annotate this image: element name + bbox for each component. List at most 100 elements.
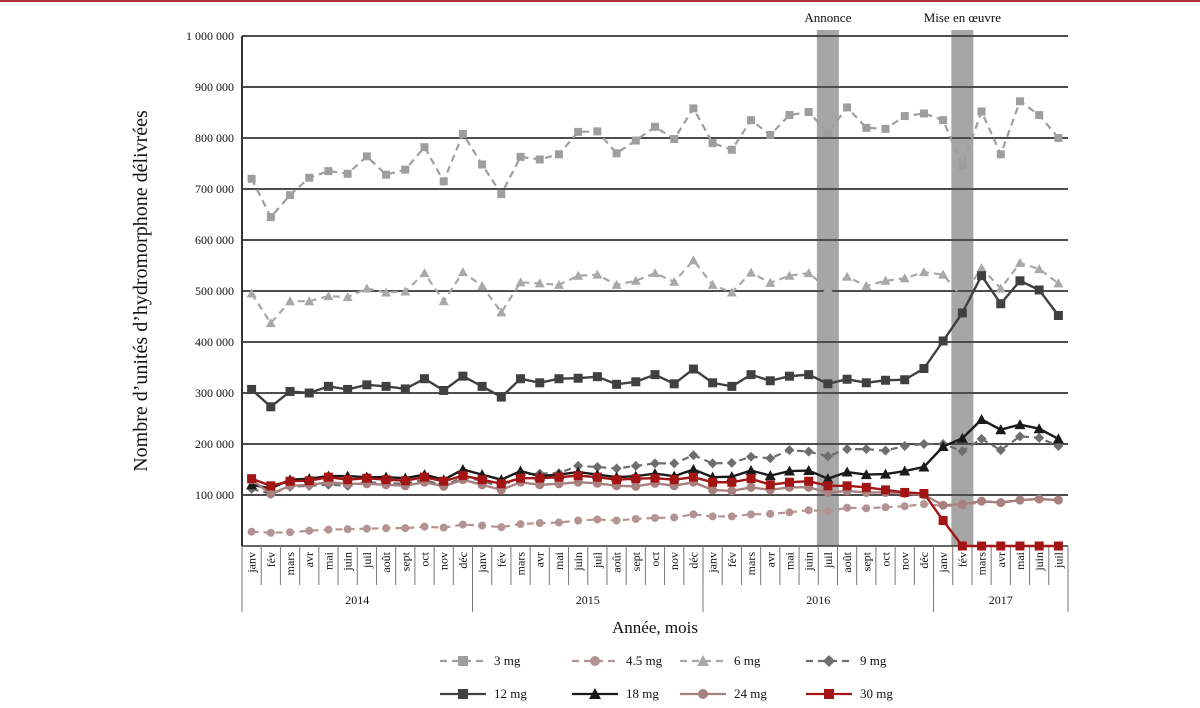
data-point [862, 123, 871, 132]
data-point [919, 500, 928, 509]
year-label: 2016 [806, 593, 830, 607]
data-point [650, 458, 660, 469]
data-point [938, 500, 948, 510]
data-point [823, 481, 833, 491]
data-point [246, 479, 258, 490]
data-point [631, 474, 641, 484]
data-point [515, 277, 526, 287]
data-point [650, 473, 660, 483]
annotation-label: Annonce [804, 10, 851, 25]
data-point [822, 473, 834, 484]
data-point [1015, 97, 1024, 106]
data-point [803, 268, 814, 278]
month-label: déc [917, 552, 931, 569]
data-point [438, 296, 449, 306]
month-label: juin [571, 552, 585, 572]
data-point [803, 446, 814, 457]
data-point [400, 286, 411, 296]
year-label: 2015 [576, 593, 600, 607]
data-point [689, 104, 698, 113]
month-label: déc [456, 552, 470, 569]
month-label: fév [725, 552, 739, 567]
data-point [516, 473, 526, 483]
data-point [727, 145, 736, 154]
data-point [419, 472, 429, 482]
data-point [881, 124, 890, 133]
y-tick-label: 400 000 [195, 335, 234, 349]
data-point [650, 370, 660, 380]
data-point [323, 291, 334, 301]
data-point [900, 375, 910, 385]
data-point [881, 485, 891, 495]
data-point [670, 135, 679, 144]
data-point [362, 473, 372, 483]
data-point [938, 516, 948, 525]
data-point [842, 481, 852, 491]
data-point [1034, 285, 1044, 295]
data-point [361, 283, 372, 293]
month-label: mars [283, 552, 297, 576]
data-point [747, 116, 756, 125]
data-point [766, 509, 775, 518]
data-point [286, 528, 295, 537]
month-label: oct [648, 551, 662, 566]
data-point [1053, 441, 1064, 452]
month-label: juin [1032, 552, 1046, 572]
month-label: nov [898, 552, 912, 570]
month-label: avr [763, 552, 777, 567]
data-point [631, 136, 640, 145]
month-label: avr [533, 552, 547, 567]
data-point [419, 374, 429, 384]
data-point [343, 475, 353, 485]
data-point [651, 513, 659, 522]
data-point [860, 469, 872, 480]
legend-label: 4.5 mg [626, 653, 663, 668]
data-point [382, 524, 391, 533]
data-point [1015, 495, 1025, 505]
data-point [862, 504, 871, 513]
data-point [1034, 494, 1044, 504]
data-point [401, 165, 410, 174]
data-point [899, 465, 911, 476]
month-label: août [840, 551, 854, 572]
data-point [669, 379, 679, 389]
data-point [996, 498, 1006, 508]
series-line [250, 99, 1060, 220]
y-tick-label: 500 000 [195, 284, 234, 298]
data-point [496, 307, 507, 317]
data-point [612, 149, 621, 158]
month-label: mai [1013, 551, 1027, 570]
legend-label: 24 mg [734, 686, 767, 701]
data-point [765, 480, 775, 490]
legend-marker [697, 655, 709, 666]
data-point [630, 275, 641, 285]
data-point [861, 378, 871, 388]
data-point [324, 525, 333, 534]
data-point [900, 487, 910, 497]
data-point [612, 379, 622, 389]
data-point [996, 150, 1005, 159]
data-point [266, 489, 276, 499]
data-point [843, 103, 852, 112]
data-point [784, 270, 795, 280]
data-point [727, 381, 737, 391]
y-tick-label: 600 000 [195, 233, 234, 247]
data-point [554, 374, 564, 384]
data-point [842, 374, 852, 384]
month-label: déc [686, 552, 700, 569]
data-point [669, 276, 680, 286]
data-point [573, 270, 584, 280]
data-point [708, 378, 718, 388]
data-point [266, 528, 275, 537]
data-point [669, 475, 679, 485]
data-point [783, 465, 795, 476]
data-point [516, 152, 525, 161]
month-label: juin [341, 552, 355, 572]
year-label: 2017 [989, 593, 1013, 607]
data-point [995, 283, 1006, 293]
data-point [765, 453, 776, 464]
data-point [477, 280, 488, 290]
data-point [1034, 541, 1044, 551]
data-point [286, 191, 295, 200]
data-point [1034, 432, 1045, 443]
